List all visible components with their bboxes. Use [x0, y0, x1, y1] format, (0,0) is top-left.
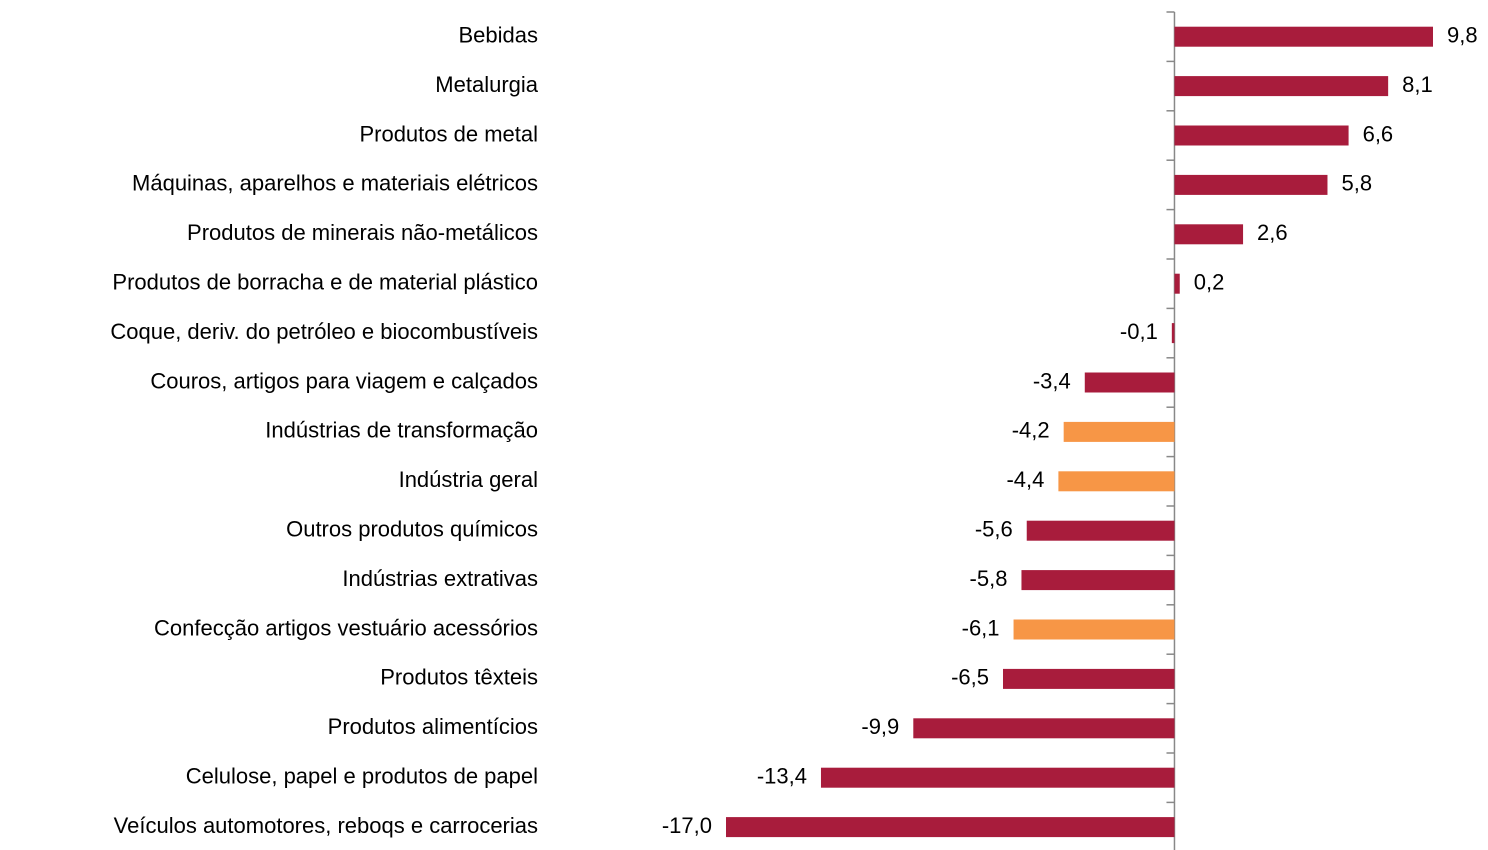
category-label: Indústrias de transformação	[265, 418, 538, 443]
bar	[1058, 471, 1175, 492]
bar	[1026, 520, 1175, 541]
category-label: Celulose, papel e produtos de papel	[186, 764, 538, 789]
value-label: -5,8	[970, 566, 1008, 591]
value-label: 6,6	[1363, 121, 1394, 146]
value-label: -4,4	[1006, 467, 1044, 492]
value-label: -5,6	[975, 517, 1013, 542]
category-label: Produtos alimentícios	[328, 714, 538, 739]
value-label: -9,9	[861, 714, 899, 739]
bar	[1174, 273, 1180, 294]
bar	[1174, 224, 1244, 245]
category-label: Confecção artigos vestuário acessórios	[154, 615, 538, 640]
category-label: Indústria geral	[399, 467, 538, 492]
value-label: 2,6	[1257, 220, 1288, 245]
value-label: -17,0	[662, 813, 712, 838]
bar	[820, 767, 1175, 788]
category-label: Produtos têxteis	[380, 665, 538, 690]
value-label: -6,5	[951, 665, 989, 690]
value-label: 5,8	[1341, 171, 1372, 196]
category-label: Veículos automotores, reboqs e carroceri…	[114, 813, 538, 838]
bar	[1013, 619, 1175, 640]
value-label: -0,1	[1120, 319, 1158, 344]
bar	[1063, 421, 1175, 442]
bar	[1021, 570, 1175, 591]
value-label: -3,4	[1033, 368, 1071, 393]
category-label: Couros, artigos para viagem e calçados	[150, 368, 538, 393]
bar	[1174, 174, 1328, 195]
bar	[1174, 26, 1433, 47]
category-label: Produtos de borracha e de material plást…	[112, 270, 538, 295]
value-label: -4,2	[1012, 418, 1050, 443]
category-label: Máquinas, aparelhos e materiais elétrico…	[132, 171, 538, 196]
bar	[1171, 323, 1175, 344]
bar	[1002, 668, 1175, 689]
value-label: 0,2	[1194, 270, 1225, 295]
category-label: Coque, deriv. do petróleo e biocombustív…	[110, 319, 538, 344]
category-label: Produtos de minerais não-metálicos	[187, 220, 538, 245]
value-label: -13,4	[757, 764, 807, 789]
category-label: Produtos de metal	[359, 121, 538, 146]
category-label: Outros produtos químicos	[286, 517, 538, 542]
bar	[1174, 125, 1349, 146]
category-label: Metalurgia	[435, 72, 538, 97]
value-label: -6,1	[962, 615, 1000, 640]
bar	[1084, 372, 1175, 393]
bar	[726, 817, 1175, 838]
category-label: Indústrias extrativas	[342, 566, 538, 591]
value-label: 9,8	[1447, 23, 1478, 48]
bar	[913, 718, 1175, 739]
category-label: Bebidas	[458, 23, 538, 48]
value-label: 8,1	[1402, 72, 1433, 97]
bar	[1174, 76, 1389, 97]
